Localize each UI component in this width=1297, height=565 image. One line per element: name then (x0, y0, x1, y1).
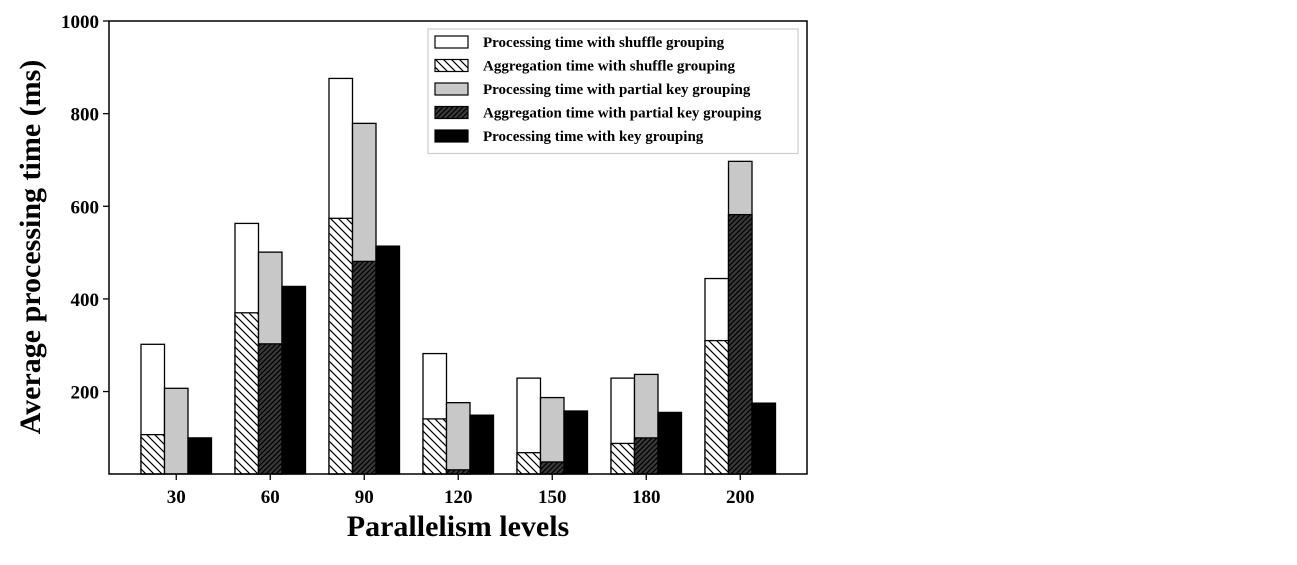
bar-black-150 (563, 410, 589, 475)
legend-swatch-hatch-light (434, 58, 469, 73)
bar-black-120 (469, 414, 495, 475)
legend-label: Processing time with partial key groupin… (483, 82, 751, 98)
bar-black-200 (751, 402, 777, 475)
bar-hatch-dense-150 (539, 461, 565, 475)
bar-hatch-light-200 (704, 339, 730, 475)
bar-hatch-dense-180 (633, 437, 659, 475)
x-tick-label: 120 (444, 487, 473, 508)
x-tick-label: 90 (355, 487, 374, 508)
bar-hatch-light-180 (610, 442, 636, 475)
legend-swatch-white (434, 35, 469, 49)
bar-gray-120 (445, 402, 471, 475)
bar-black-90 (375, 245, 401, 475)
y-tick-label: 800 (71, 105, 100, 126)
legend-swatch-hatch-dense (434, 105, 469, 120)
legend-label: Processing time with shuffle grouping (483, 35, 725, 51)
bar-black-60 (281, 285, 307, 475)
x-tick-label: 150 (538, 487, 567, 508)
legend-box (427, 28, 799, 155)
y-tick-label: 600 (71, 197, 100, 218)
bar-hatch-light-150 (516, 452, 542, 475)
bar-hatch-light-120 (422, 418, 448, 475)
x-tick-label: 200 (726, 487, 755, 508)
x-tick-label: 30 (167, 487, 186, 508)
legend-label: Aggregation time with shuffle grouping (483, 59, 735, 75)
legend-swatch-gray (434, 82, 469, 96)
y-tick-label: 400 (71, 290, 100, 311)
x-axis-title: Parallelism levels (347, 510, 569, 543)
bar-hatch-dense-200 (727, 213, 753, 475)
bar-hatch-light-90 (328, 217, 354, 475)
bar-black-180 (657, 411, 683, 475)
bar-gray-30 (163, 387, 189, 475)
legend-swatch-black (434, 129, 469, 143)
legend: Processing time with shuffle grouping Agg… (427, 28, 799, 155)
bar-hatch-dense-60 (257, 343, 283, 475)
y-axis-title: Average processing time (ms) (14, 60, 47, 435)
x-tick-label: 60 (261, 487, 280, 508)
bar-hatch-light-30 (140, 433, 166, 475)
x-tick-label: 180 (632, 487, 661, 508)
legend-label: Processing time with key grouping (483, 129, 704, 145)
y-tick-label: 1000 (61, 12, 99, 33)
bar-black-30 (187, 437, 213, 475)
bar-hatch-light-60 (234, 312, 260, 475)
bar-hatch-dense-90 (351, 260, 377, 475)
legend-label: Aggregation time with partial key groupi… (483, 106, 762, 122)
y-tick-label: 200 (71, 383, 100, 404)
